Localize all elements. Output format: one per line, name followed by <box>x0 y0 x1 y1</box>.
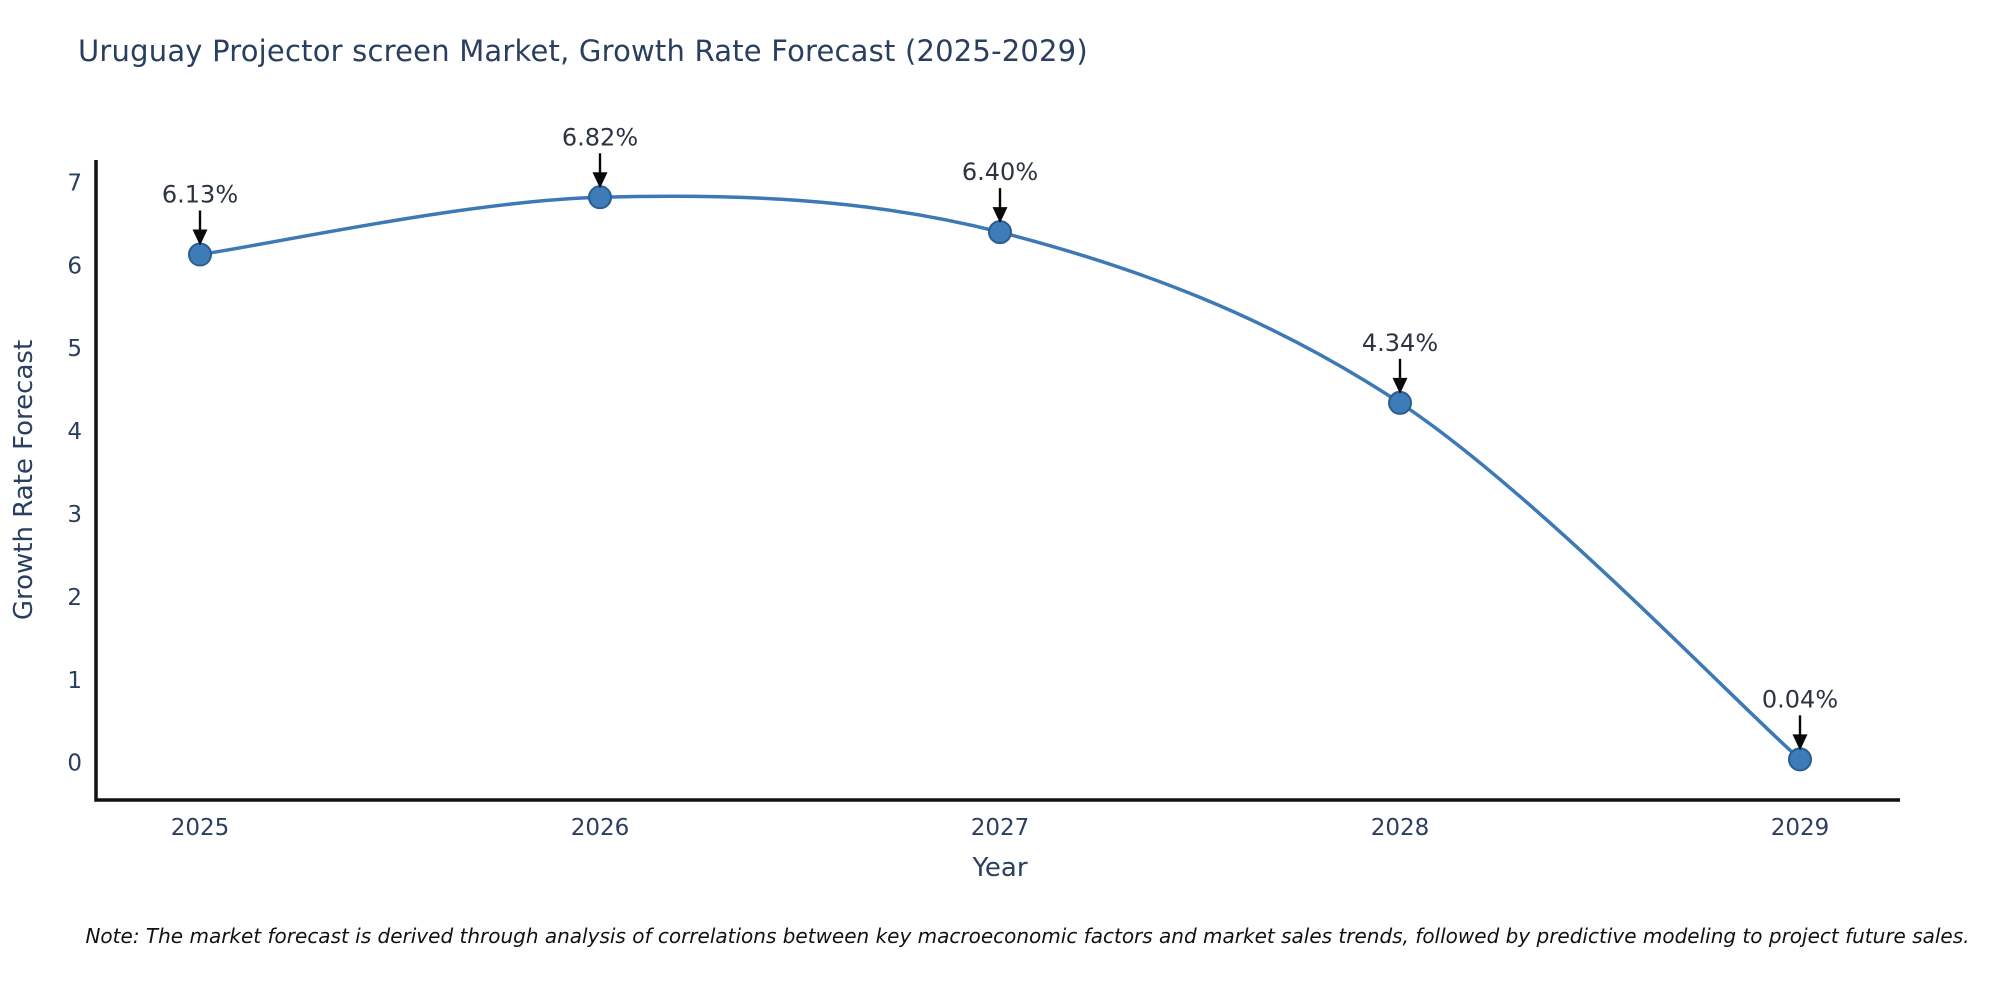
annotation-label: 6.82% <box>562 123 638 151</box>
annotation-label: 0.04% <box>1762 685 1838 713</box>
x-tick-label: 2028 <box>1371 815 1430 841</box>
x-tick-label: 2025 <box>171 815 230 841</box>
footnote: Note: The market forecast is derived thr… <box>85 924 1970 948</box>
chart-title: Uruguay Projector screen Market, Growth … <box>78 34 1088 68</box>
y-tick-label: 1 <box>67 668 82 694</box>
y-tick-label: 6 <box>67 253 82 279</box>
data-point-marker <box>188 242 212 267</box>
annotation-label: 4.34% <box>1362 329 1438 357</box>
x-tick-label: 2027 <box>971 815 1030 841</box>
annotation-arrow-head <box>992 207 1008 224</box>
data-point-marker <box>1388 390 1412 415</box>
annotation-arrow-head <box>1792 734 1808 751</box>
y-tick-label: 5 <box>67 336 82 362</box>
data-point-marker <box>988 220 1012 245</box>
x-tick-label: 2026 <box>571 815 630 841</box>
annotation-label: 6.13% <box>162 181 238 209</box>
data-point-marker <box>588 185 612 210</box>
y-tick-label: 0 <box>67 751 82 777</box>
forecast-line <box>198 194 1802 762</box>
x-tick-label: 2029 <box>1771 815 1830 841</box>
y-tick-label: 4 <box>67 419 82 445</box>
y-tick-label: 2 <box>67 585 82 611</box>
annotation-arrow-head <box>592 172 608 189</box>
annotation-arrow-head <box>192 229 208 246</box>
y-tick-label: 3 <box>67 502 82 528</box>
x-axis-title: Year <box>971 853 1027 883</box>
y-tick-label: 7 <box>67 170 82 196</box>
y-axis-title: Growth Rate Forecast <box>9 340 39 620</box>
data-point-marker <box>1788 747 1812 772</box>
annotation-label: 6.40% <box>962 158 1038 186</box>
annotation-arrow-head <box>1392 377 1408 394</box>
axis-spines <box>94 160 1900 802</box>
